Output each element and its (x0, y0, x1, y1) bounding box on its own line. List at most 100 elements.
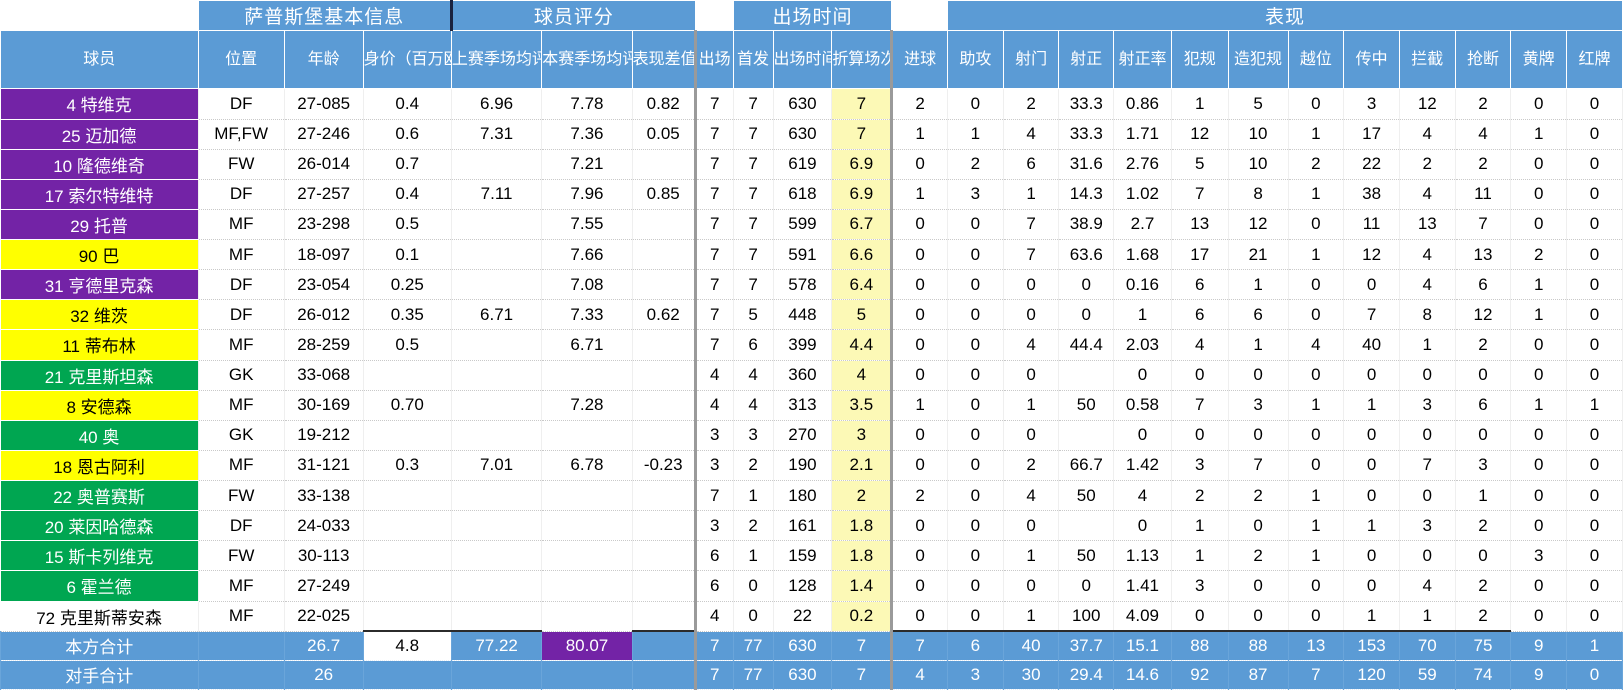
column-header-9[interactable]: 出场时间 (772, 30, 833, 90)
table-row[interactable]: 90 巴 MF 18-097 0.1 7.66 7 7 591 6.6 0 0 7 63.6 1.68 17… (0, 239, 1623, 271)
table-row[interactable]: 11 蒂布林 MF 28-259 0.5 6.71 7 6 399 4.4 0 0 4 44.4 2.03… (0, 329, 1623, 361)
column-header-15[interactable]: 射正率 (1113, 30, 1172, 90)
cell-年龄: 27-249 (283, 570, 364, 602)
cell-传中: 0 (1343, 269, 1400, 301)
cell-红牌: 0 (1566, 601, 1623, 632)
column-header-6[interactable]: 表现差值 (631, 30, 696, 90)
table-row[interactable]: 17 索尔特维特 DF 27-257 0.4 7.11 7.96 0.85 7 7 618 6.9 1… (0, 179, 1623, 210)
cell-黄牌: 0 (1510, 450, 1568, 482)
cell-黄牌: 0 (1510, 360, 1568, 391)
column-header-12[interactable]: 助攻 (947, 30, 1004, 90)
cell-射正率: 1.41 (1113, 570, 1172, 602)
cell-出场: 7 (693, 480, 734, 512)
cell-助攻: 2 (947, 149, 1004, 180)
table-row[interactable]: 40 奥 GK 19-212 3 3 270 3 0 0 0 0 0 0 0 0 0 0 0 0 (0, 420, 1623, 451)
column-header-16[interactable]: 犯规 (1170, 30, 1229, 90)
total-cell-年龄: 26 (283, 660, 364, 690)
cell-拦截: 4 (1398, 239, 1456, 271)
cell-助攻: 0 (947, 360, 1004, 391)
cell-年龄: 18-097 (283, 239, 364, 271)
cell-拦截: 8 (1398, 299, 1456, 331)
column-header-2[interactable]: 年龄 (283, 30, 364, 90)
cell-黄牌: 2 (1510, 239, 1568, 271)
column-header-5[interactable]: 本赛季场均评分 (541, 30, 633, 90)
column-header-17[interactable]: 造犯规 (1227, 30, 1289, 90)
cell-上赛季场均评分 (450, 570, 543, 602)
cell-造犯规: 10 (1227, 149, 1289, 180)
cell-黄牌: 0 (1510, 88, 1568, 120)
table-row[interactable]: 6 霍兰德 MF 27-249 6 0 128 1.4 0 0 0 0 1.41 3 0 0 0 4 2 0 0 (0, 570, 1623, 602)
cell-拦截: 7 (1398, 450, 1456, 482)
table-row[interactable]: 20 莱因哈德森 DF 24-033 3 2 161 1.8 0 0 0 0 1 0 1 1 3 2 0 0 (0, 510, 1623, 542)
table-row[interactable]: 15 斯卡列维克 FW 30-113 6 1 159 1.8 0 0 1 50 1.13 1 2 1 0 0 0 3… (0, 540, 1623, 572)
cell-助攻: 0 (947, 510, 1004, 542)
column-header-20[interactable]: 拦截 (1398, 30, 1456, 90)
column-header-7[interactable]: 出场 (693, 30, 734, 90)
cell-位置: MF,FW (197, 119, 285, 150)
cell-位置: FW (197, 149, 285, 180)
cell-抢断: 3 (1454, 450, 1512, 482)
total-cell-年龄: 26.7 (283, 631, 364, 661)
total-cell-黄牌: 9 (1510, 660, 1568, 690)
table-row[interactable]: 8 安德森 MF 30-169 0.70 7.28 4 4 313 3.5 1 0 1 50 0.58 7 3… (0, 390, 1623, 421)
cell-位置: GK (197, 420, 285, 451)
cell-位置: DF (197, 299, 285, 331)
column-header-23[interactable]: 红牌 (1566, 30, 1623, 90)
player-name-cell: 4 特维克 (0, 88, 199, 119)
total-cell-球员: 本方合计 (0, 631, 199, 661)
column-header-22[interactable]: 黄牌 (1510, 30, 1568, 90)
cell-拦截: 12 (1398, 88, 1456, 120)
table-row[interactable]: 31 亨德里克森 DF 23-054 0.25 7.08 7 7 578 6.4 0 0 0 0 0.16… (0, 269, 1623, 301)
cell-年龄: 22-025 (283, 601, 364, 632)
column-header-1[interactable]: 位置 (197, 30, 285, 90)
cell-射门: 4 (1002, 119, 1060, 150)
cell-出场时间: 630 (772, 88, 833, 120)
cell-表现差值 (631, 360, 696, 391)
column-header-14[interactable]: 射正 (1058, 30, 1115, 90)
player-name-cell: 17 索尔特维特 (0, 179, 199, 210)
cell-传中: 0 (1343, 420, 1400, 451)
table-row[interactable]: 18 恩古阿利 MF 31-121 0.3 7.01 6.78 -0.23 3 2 190 2.1 0… (0, 450, 1623, 482)
column-header-11[interactable]: 进球 (890, 30, 949, 90)
column-header-10[interactable]: 折算场次 (831, 30, 893, 90)
cell-身价（百万欧）: 0.1 (362, 239, 452, 271)
cell-拦截: 1 (1398, 601, 1456, 632)
cell-位置: GK (197, 360, 285, 391)
column-header-21[interactable]: 抢断 (1454, 30, 1512, 90)
table-row[interactable]: 72 克里斯蒂安森 MF 22-025 4 0 22 0.2 0 0 1 100 4.09 0 0 0 1 1 2… (0, 601, 1623, 632)
cell-助攻: 0 (947, 480, 1004, 512)
column-header-13[interactable]: 射门 (1002, 30, 1060, 90)
cell-传中: 17 (1343, 119, 1400, 150)
column-header-3[interactable]: 身价（百万欧） (362, 30, 452, 90)
total-cell-首发: 77 (732, 631, 774, 661)
cell-本赛季场均评分: 6.71 (541, 329, 633, 361)
table-row[interactable]: 22 奥普赛斯 FW 33-138 7 1 180 2 2 0 4 50 4 2 2 1 0 0 1 0 0 (0, 480, 1623, 512)
totals-row: 本方合计 26.7 4.8 77.22 80.07 7 77 630 7 7 6 40 37.7 15.1… (0, 630, 1623, 661)
column-header-8[interactable]: 首发 (732, 30, 774, 90)
table-row[interactable]: 21 克里斯坦森 GK 33-068 4 4 360 4 0 0 0 0 0 0 0 0 0 0 0 0 (0, 360, 1623, 391)
cell-越位: 0 (1287, 360, 1345, 391)
total-cell-折算场次: 7 (831, 660, 893, 690)
cell-射正: 50 (1058, 390, 1115, 421)
table-row[interactable]: 29 托普 MF 23-298 0.5 7.55 7 7 599 6.7 0 0 7 38.9 2.7 13… (0, 209, 1623, 241)
cell-首发: 7 (732, 239, 774, 271)
cell-射正率: 0 (1113, 420, 1172, 451)
cell-进球: 0 (890, 570, 949, 602)
column-header-18[interactable]: 越位 (1287, 30, 1345, 90)
cell-射正率: 0.16 (1113, 269, 1172, 301)
cell-出场时间: 270 (772, 420, 833, 451)
cell-射正率: 1.71 (1113, 119, 1172, 150)
table-row[interactable]: 10 隆德维奇 FW 26-014 0.7 7.21 7 7 619 6.9 0 2 6 31.6 2.7… (0, 149, 1623, 180)
table-row[interactable]: 4 特维克 DF 27-085 0.4 6.96 7.78 0.82 7 7 630 7 2 0 2 33.… (0, 88, 1623, 120)
column-header-0[interactable]: 球员 (0, 30, 199, 90)
cell-本赛季场均评分: 7.96 (541, 179, 633, 210)
cell-越位: 1 (1287, 480, 1345, 512)
table-row[interactable]: 32 维茨 DF 26-012 0.35 6.71 7.33 0.62 7 5 448 5 0 0 0 0 1… (0, 299, 1623, 331)
player-name-cell: 21 克里斯坦森 (0, 360, 199, 391)
cell-折算场次: 4.4 (831, 329, 893, 361)
total-cell-表现差值 (631, 630, 696, 661)
table-row[interactable]: 25 迈加德 MF,FW 27-246 0.6 7.31 7.36 0.05 7 7 630 7 1 1… (0, 119, 1623, 150)
column-header-19[interactable]: 传中 (1343, 30, 1400, 90)
cell-进球: 2 (890, 480, 949, 512)
column-header-4[interactable]: 上赛季场均评分 (450, 30, 543, 90)
